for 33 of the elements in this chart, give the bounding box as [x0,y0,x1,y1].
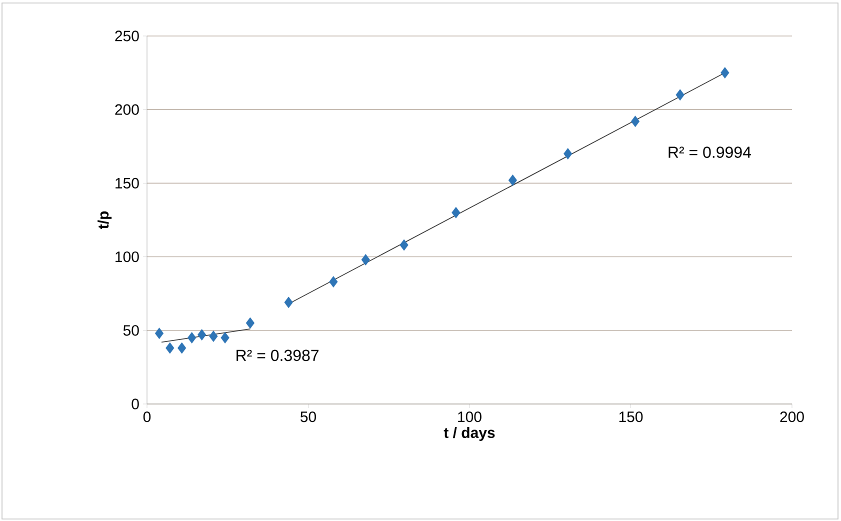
point [188,332,196,344]
point [720,67,730,78]
point [284,296,293,308]
point [198,329,206,341]
x-tick-label: 200 [780,412,804,422]
point [220,332,230,344]
x-tick-label: 100 [458,412,482,422]
point [676,89,684,101]
point [400,239,408,251]
y-tick-label: 0 [132,398,139,410]
point [166,342,174,354]
y-tick-label: 200 [115,104,139,115]
y-tick-label: 150 [116,178,139,188]
y-tick-label: 100 [116,251,139,262]
point [361,254,370,266]
point [452,206,460,218]
point [508,174,518,186]
point [154,328,164,340]
point [329,276,338,288]
x-tick-label: 50 [300,412,316,422]
point [246,317,255,329]
annotation: R² = 0.9994 [668,146,751,158]
point [178,342,186,354]
point [564,148,572,160]
x-tick-label: 0 [143,412,151,422]
x-tick-label: 150 [619,412,643,422]
point [209,330,218,342]
y-axis-title: t/p [98,211,112,229]
annotation: R² = 0.3987 [236,350,319,362]
x-axis-title: t / days [444,427,495,441]
y-tick-label: 50 [123,325,139,336]
point [630,116,640,128]
y-tick-label: 250 [115,30,139,42]
